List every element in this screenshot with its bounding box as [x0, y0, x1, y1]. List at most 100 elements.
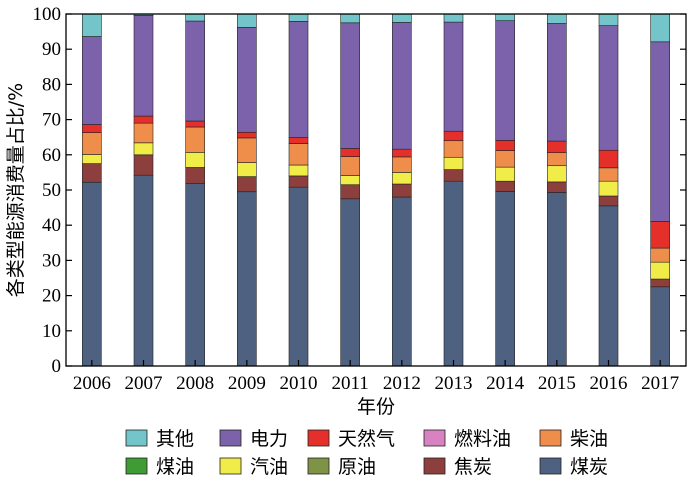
bar-segment-2013-series-9: [443, 13, 464, 23]
bar-segment-2014-series-1: [495, 180, 515, 192]
y-tick-label: 60: [42, 145, 61, 166]
legend-swatch-0: [125, 429, 148, 447]
bar-segment-2017-series-7: [650, 221, 670, 249]
bar-segment-2011-series-9: [340, 13, 360, 24]
legend-swatch-4: [539, 429, 562, 447]
bar-segment-2008-series-5: [185, 126, 205, 153]
bar-segment-2016-series-3: [598, 180, 619, 197]
bar-segment-2010-series-5: [288, 143, 309, 166]
x-tick-label: 2015: [538, 373, 576, 394]
bar-segment-2015-series-3: [547, 165, 567, 183]
bar-segment-2017-series-9: [650, 13, 670, 43]
x-tick-label: 2017: [641, 373, 679, 394]
bar-segment-2015-series-0: [547, 192, 567, 367]
bar-segment-2014-series-8: [495, 20, 515, 141]
bar-segment-2016-series-8: [598, 25, 619, 151]
bar-segment-2009-series-1: [237, 176, 257, 193]
bar-segment-2006-series-1: [82, 163, 102, 183]
bar-segment-2017-series-8: [650, 41, 670, 222]
bar-segment-2007-series-5: [133, 122, 154, 144]
y-tick-label: 0: [52, 356, 62, 377]
bar-segment-2008-series-1: [185, 167, 205, 184]
y-tick-label: 100: [33, 4, 62, 25]
legend-label-1: 电力: [250, 428, 288, 450]
bar-segment-2013-series-3: [443, 156, 464, 170]
bar-segment-2011-series-7: [340, 148, 360, 157]
bar-segment-2014-series-3: [495, 166, 515, 182]
bar-segment-2015-series-9: [547, 13, 567, 24]
bar-segment-2011-series-5: [340, 156, 360, 176]
y-tick-label: 30: [42, 250, 61, 271]
bar-segment-2007-series-8: [133, 15, 154, 117]
bar-segment-2012-series-0: [392, 196, 412, 367]
bar-segment-2011-series-3: [340, 175, 360, 186]
bar-segment-2011-series-8: [340, 22, 360, 149]
bar-segment-2007-series-0: [133, 174, 154, 367]
bar-segment-2009-series-0: [237, 191, 257, 367]
bar-segment-2017-series-1: [650, 278, 670, 288]
bar-segment-2014-series-9: [495, 13, 515, 21]
bars-layer: [82, 13, 670, 367]
x-tick-label: 2008: [176, 373, 214, 394]
x-tick-label: 2010: [280, 373, 318, 394]
y-tick-label: 40: [42, 215, 61, 236]
legend-swatch-9: [539, 457, 562, 475]
bar-segment-2013-series-1: [443, 169, 464, 182]
y-tick-label: 50: [42, 180, 61, 201]
bar-segment-2012-series-8: [392, 22, 412, 150]
bar-segment-2006-series-3: [82, 154, 102, 164]
bar-segment-2013-series-0: [443, 180, 464, 367]
y-tick-label: 20: [42, 286, 61, 307]
bar-segment-2009-series-8: [237, 27, 257, 133]
bar-segment-2012-series-9: [392, 13, 412, 23]
bar-segment-2007-series-7: [133, 115, 154, 124]
legend-label-6: 汽油: [250, 456, 288, 478]
legend-swatch-5: [125, 457, 148, 475]
y-tick-label: 70: [42, 110, 61, 131]
bar-segment-2016-series-0: [598, 205, 619, 367]
y-tick-label: 80: [42, 74, 61, 95]
bar-segment-2008-series-0: [185, 183, 205, 367]
bar-segment-2006-series-8: [82, 36, 102, 125]
bar-segment-2012-series-1: [392, 183, 412, 198]
bar-segment-2009-series-9: [237, 13, 257, 28]
bar-segment-2012-series-3: [392, 172, 412, 185]
x-tick-label: 2007: [125, 373, 163, 394]
bar-segment-2010-series-3: [288, 164, 309, 177]
legend-label-5: 煤油: [156, 456, 194, 478]
legend-label-8: 焦炭: [454, 456, 492, 478]
legend-label-9: 煤炭: [570, 456, 608, 478]
bar-segment-2017-series-5: [650, 247, 670, 263]
bar-segment-2009-series-5: [237, 137, 257, 163]
legend-label-4: 柴油: [570, 428, 608, 450]
bar-segment-2010-series-0: [288, 186, 309, 367]
bar-segment-2016-series-1: [598, 195, 619, 207]
legend-label-3: 燃料油: [454, 428, 511, 450]
legend-label-2: 天然气: [338, 428, 395, 450]
bar-segment-2014-series-5: [495, 150, 515, 168]
legend-swatch-8: [423, 457, 446, 475]
bar-segment-2017-series-3: [650, 261, 670, 280]
bar-segment-2009-series-3: [237, 162, 257, 177]
y-axis: 0 10 20 30 40 50 60 70 80 90 100: [33, 4, 686, 377]
bar-segment-2008-series-7: [185, 120, 205, 128]
bar-segment-2008-series-9: [185, 13, 205, 22]
x-tick-label: 2013: [435, 373, 473, 394]
bar-segment-2010-series-7: [288, 137, 309, 144]
bar-segment-2006-series-5: [82, 132, 102, 155]
bar-segment-2008-series-8: [185, 20, 205, 122]
bar-segment-2015-series-5: [547, 152, 567, 167]
bar-segment-2006-series-0: [82, 181, 102, 367]
legend-swatch-2: [307, 429, 330, 447]
bar-segment-2014-series-7: [495, 140, 515, 151]
bar-segment-2013-series-7: [443, 130, 464, 142]
bar-segment-2006-series-7: [82, 124, 102, 133]
bar-segment-2012-series-7: [392, 148, 412, 158]
bar-segment-2010-series-1: [288, 175, 309, 188]
bar-segment-2007-series-1: [133, 154, 154, 176]
bar-segment-2010-series-9: [288, 13, 309, 22]
bar-segment-2016-series-7: [598, 149, 619, 169]
legend-label-0: 其他: [156, 428, 194, 450]
